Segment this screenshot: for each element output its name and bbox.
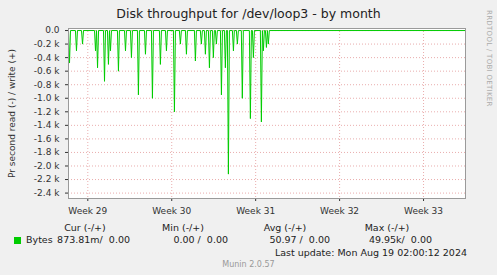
svg-text:-0.8 k: -0.8 k [34,80,60,90]
html-text:Last update: Mon Aug 19 02:00:: Last update: Mon Aug 19 02:00:12 2024 [274,247,467,258]
svg-text:-1.8 k: -1.8 k [34,147,60,157]
html-text:Max (-/+): Max (-/+) [364,222,410,233]
svg-text:Week 29: Week 29 [68,206,107,216]
html-text:RRDTOOL / TOBI OETIKER: RRDTOOL / TOBI OETIKER [485,10,493,107]
svg-text:Week 32: Week 32 [320,206,359,216]
svg-text:Week 31: Week 31 [236,206,275,216]
svg-text:-0.4 k: -0.4 k [34,53,60,63]
svg-text:-1.0 k: -1.0 k [34,93,60,103]
html-text:50.97 / 0.00: 50.97 / 0.00 [269,234,330,245]
svg-text:Week 30: Week 30 [152,206,191,216]
html-text:Disk throughput for /dev/loop3: Disk throughput for /dev/loop3 - by mont… [116,6,381,21]
svg-text:-0.6 k: -0.6 k [34,66,60,76]
html-text:873.81m/ 0.00: 873.81m/ 0.00 [57,234,130,245]
svg-text:-0.2 k: -0.2 k [34,39,60,49]
svg-text:-2.4 k: -2.4 k [34,188,60,198]
html-text:Bytes: Bytes [26,234,53,245]
html-text:49.95k/ 0.00: 49.95k/ 0.00 [368,234,432,245]
svg-text:Week 33: Week 33 [404,206,443,216]
html-text:Min (-/+): Min (-/+) [162,222,204,233]
html-text:Cur (-/+): Cur (-/+) [64,222,106,233]
svg-text:0.0: 0.0 [45,25,60,35]
html-text:Avg (-/+): Avg (-/+) [263,222,307,233]
html-text:Munin 2.0.57: Munin 2.0.57 [222,260,275,269]
svg-text:-2.2 k: -2.2 k [34,174,60,184]
svg-text:-1.2 k: -1.2 k [34,107,60,117]
html-text:0.00 / 0.00: 0.00 / 0.00 [173,234,228,245]
svg-text:-1.4 k: -1.4 k [34,120,60,130]
svg-text:Pr second read (-) / write (+): Pr second read (-) / write (+) [7,49,17,178]
svg-text:-2.0 k: -2.0 k [34,161,60,171]
svg-text:-1.6 k: -1.6 k [34,134,60,144]
